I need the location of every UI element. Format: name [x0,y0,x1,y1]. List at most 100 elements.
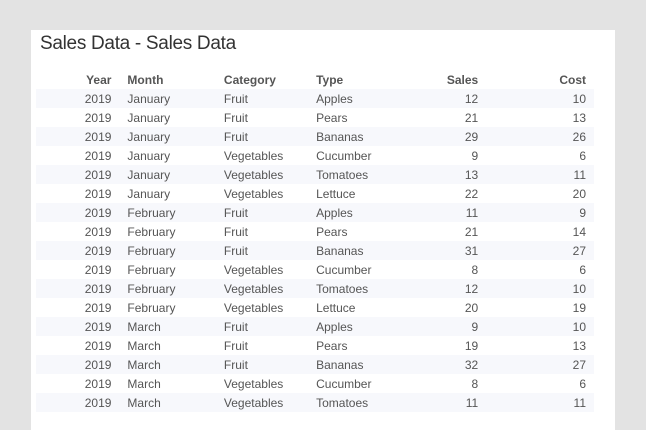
cell-cost: 11 [573,167,586,182]
cell-cost: 26 [572,129,586,144]
table-row: 2019 March Fruit Bananas 32 27 [36,355,594,374]
sales-data-panel: Sales Data - Sales Data Year Month Categor… [31,30,615,430]
cell-sales: 21 [464,110,479,125]
cell-type: Pears [316,224,348,239]
cell-sales: 21 [464,224,479,239]
cell-sales: 12 [464,281,479,296]
cell-month: February [127,205,176,220]
column-header-category[interactable]: Category [223,72,276,87]
cell-month: March [127,376,161,391]
cell-cost: 19 [572,300,586,315]
table-row: 2019 February Fruit Apples 11 9 [36,203,594,222]
cell-cost: 27 [572,357,586,372]
column-header-month[interactable]: Month [127,72,164,87]
cell-type: Bananas [316,357,364,372]
cell-type: Apples [316,205,353,220]
cell-year: 2019 [84,148,112,163]
cell-year: 2019 [84,300,112,315]
cell-sales: 9 [471,148,479,163]
cell-sales: 19 [464,338,479,353]
cell-category: Vegetables [223,262,284,277]
cell-month: February [127,300,176,315]
cell-cost: 27 [572,243,586,258]
cell-year: 2019 [84,357,112,372]
cell-year: 2019 [84,186,112,201]
cell-sales: 29 [464,129,479,144]
cell-month: January [127,110,171,125]
column-header-type[interactable]: Type [316,72,344,87]
cell-category: Vegetables [223,281,284,296]
cell-type: Lettuce [316,186,356,201]
cell-month: March [127,395,161,410]
cell-month: February [127,281,176,296]
table-row: 2019 February Vegetables Lettuce 20 19 [36,298,594,317]
panel-title: Sales Data - Sales Data [40,33,236,54]
cell-cost: 20 [572,186,586,201]
table-row: 2019 January Vegetables Cucumber 9 6 [36,146,594,165]
cell-category: Fruit [223,110,248,125]
column-header-year[interactable]: Year [86,72,112,87]
table-row: 2019 January Vegetables Tomatoes 13 11 [36,165,594,184]
cell-type: Cucumber [316,148,372,163]
cell-type: Tomatoes [316,395,369,410]
cell-year: 2019 [84,167,112,182]
column-header-sales[interactable]: Sales [446,72,479,87]
cell-year: 2019 [84,110,112,125]
cell-year: 2019 [84,91,112,106]
cell-category: Fruit [223,338,248,353]
cell-type: Lettuce [316,300,356,315]
cell-cost: 9 [579,205,586,220]
table-row: 2019 February Fruit Pears 21 14 [36,222,594,241]
table-row: 2019 January Fruit Bananas 29 26 [36,127,594,146]
cell-type: Tomatoes [316,281,369,296]
table-row: 2019 January Fruit Apples 12 10 [36,89,594,108]
cell-cost: 10 [572,319,586,334]
cell-month: January [127,167,171,182]
table-row: 2019 February Vegetables Cucumber 8 6 [36,260,594,279]
cell-category: Fruit [223,129,248,144]
cell-year: 2019 [84,129,112,144]
cell-sales: 32 [464,357,479,372]
cell-year: 2019 [84,338,112,353]
cell-month: March [127,319,161,334]
cell-category: Vegetables [223,395,284,410]
table-row: 2019 March Fruit Pears 19 13 [36,336,594,355]
cell-category: Vegetables [223,167,284,182]
sales-table: Year Month Category Type Sales Cost 2019 Janua… [36,70,594,412]
cell-month: January [127,91,171,106]
cell-month: January [127,186,171,201]
cell-type: Apples [316,319,353,334]
cell-type: Tomatoes [316,167,369,182]
cell-type: Pears [316,110,348,125]
table-row: 2019 March Vegetables Cucumber 8 6 [36,374,594,393]
cell-sales: 31 [464,243,479,258]
table-row: 2019 January Vegetables Lettuce 22 20 [36,184,594,203]
cell-type: Cucumber [316,262,372,277]
cell-type: Pears [316,338,348,353]
cell-sales: 12 [464,91,479,106]
cell-month: January [127,148,171,163]
column-header-cost[interactable]: Cost [559,72,586,87]
cell-cost: 6 [579,148,586,163]
cell-sales: 11 [465,395,479,410]
cell-month: February [127,262,176,277]
cell-category: Fruit [223,319,248,334]
cell-year: 2019 [84,319,112,334]
cell-month: January [127,129,171,144]
cell-type: Bananas [316,243,364,258]
cell-type: Cucumber [316,376,372,391]
table-header: Year Month Category Type Sales Cost [36,70,594,89]
cell-cost: 10 [572,91,586,106]
cell-cost: 11 [573,395,586,410]
table-row: 2019 March Fruit Apples 9 10 [36,317,594,336]
cell-year: 2019 [84,281,112,296]
cell-month: March [127,357,161,372]
cell-category: Vegetables [223,186,284,201]
cell-month: February [127,224,176,239]
cell-sales: 13 [464,167,479,182]
cell-category: Vegetables [223,300,284,315]
cell-category: Fruit [223,224,248,239]
table-row: 2019 February Vegetables Tomatoes 12 10 [36,279,594,298]
cell-sales: 9 [471,319,479,334]
cell-year: 2019 [84,395,112,410]
